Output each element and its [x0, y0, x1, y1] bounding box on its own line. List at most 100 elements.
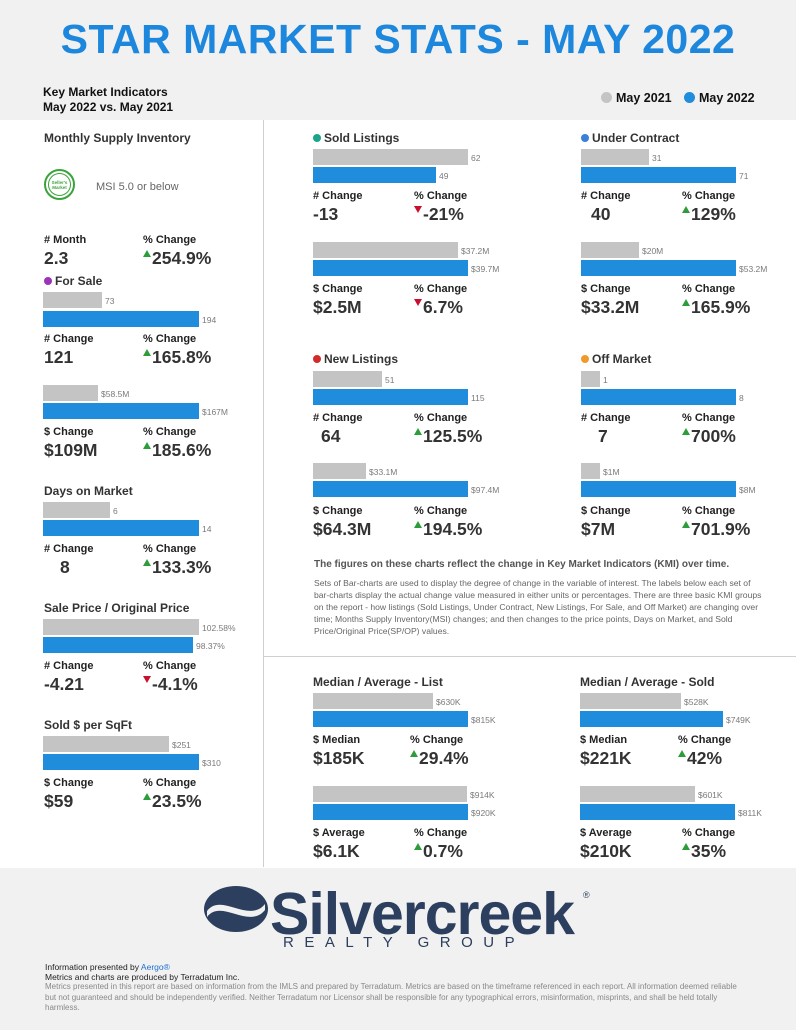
- sold-dollar-pct-change: 6.7%: [414, 297, 463, 318]
- msi-month-value: 2.3: [44, 248, 69, 268]
- up-arrow-icon: [143, 442, 151, 449]
- msi-pct-change: 254.9%: [143, 248, 211, 269]
- sold-dollar-bar-curr: [313, 260, 468, 276]
- sold-num-value: -13: [313, 204, 339, 224]
- uc-pct-change: 129%: [682, 204, 736, 225]
- new-listings-title-text: New Listings: [324, 352, 399, 366]
- median-sold-title: Median / Average - Sold: [580, 675, 715, 689]
- ml-med-bar-curr: [313, 711, 468, 727]
- off-dollar-bar-prev: [581, 463, 600, 479]
- uc-dollar-bar-curr: [581, 260, 736, 276]
- msi-badge-text: MSI 5.0 or below: [96, 181, 179, 193]
- aergo-link[interactable]: Aergo®: [140, 962, 170, 972]
- new-pct-change: 125.5%: [414, 426, 482, 447]
- ml-med-bar-prev: [313, 693, 433, 709]
- logo-registered-mark: ®: [583, 890, 590, 900]
- for-sale-dollar-label-prev: $58.5M: [101, 389, 130, 399]
- ms-avg-bar-prev: [580, 786, 695, 802]
- msi-title: Monthly Supply Inventory: [44, 131, 191, 145]
- up-arrow-icon: [414, 843, 422, 850]
- uc-dollar-pct-value: 165.9%: [691, 297, 751, 317]
- off-dollar-pct-value: 701.9%: [691, 519, 751, 539]
- dom-num-value: 8: [60, 557, 70, 577]
- sold-count-label-prev: 62: [471, 153, 481, 163]
- sqft-num-label: $ Change: [44, 777, 94, 789]
- legend-prev: May 2021: [601, 91, 672, 105]
- presented-by: Information presented by Aergo®: [45, 962, 170, 972]
- off-num-label: # Change: [581, 412, 631, 424]
- ml-med-value: $185K: [313, 748, 365, 768]
- dom-num-label: # Change: [44, 543, 94, 555]
- kmi-line-2: May 2022 vs. May 2021: [43, 100, 174, 114]
- sp-op-pct-label: % Change: [143, 660, 197, 672]
- sqft-label-curr: $310: [202, 758, 221, 768]
- badge-line-1: Seller's: [51, 179, 68, 185]
- ms-avg-value: $210K: [580, 841, 632, 861]
- ms-avg-pct-change: 35%: [682, 841, 726, 862]
- dom-title: Days on Market: [44, 484, 133, 498]
- sold-dollar-bar-prev: [313, 242, 458, 258]
- sold-dollar-label-prev: $37.2M: [461, 246, 490, 256]
- off-count-bar-curr: [581, 389, 736, 405]
- uc-count-label-curr: 71: [739, 171, 749, 181]
- new-num-label: # Change: [313, 412, 363, 424]
- msi-pct-label: % Change: [143, 234, 197, 246]
- dom-bar-prev: [43, 502, 110, 518]
- sellers-market-badge-icon: Seller's Market: [44, 169, 75, 200]
- ms-med-pct-change: 42%: [678, 748, 722, 769]
- sqft-num-value: $59: [44, 791, 74, 811]
- sold-listings-dot-icon: [313, 134, 321, 142]
- new-count-label-curr: 115: [471, 393, 485, 403]
- off-count-label-curr: 8: [739, 393, 744, 403]
- new-listings-title: New Listings: [313, 352, 398, 366]
- for-sale-pct-change: 165.8%: [143, 347, 211, 368]
- off-dollar-pct-change: 701.9%: [682, 519, 750, 540]
- dom-bar-curr: [43, 520, 199, 536]
- logo-wordmark: Silvercreek: [270, 881, 575, 947]
- sold-dollar-value: $2.5M: [313, 297, 362, 317]
- for-sale-dot-icon: [44, 277, 52, 285]
- legend-curr-label: May 2022: [699, 91, 755, 105]
- for-sale-dollar-pct-change: 185.6%: [143, 440, 211, 461]
- ms-med-label: $ Median: [580, 734, 628, 746]
- off-dollar-value: $7M: [581, 519, 616, 539]
- ml-avg-label: $ Average: [313, 827, 365, 839]
- down-arrow-icon: [414, 299, 422, 306]
- sold-num-label: # Change: [313, 190, 363, 202]
- up-arrow-icon: [143, 793, 151, 800]
- off-num-value: 7: [598, 426, 608, 446]
- legend-curr: May 2022: [684, 91, 755, 105]
- uc-dollar-label-prev: $20M: [642, 246, 664, 256]
- page-title: STAR MARKET STATS - MAY 2022: [60, 16, 736, 62]
- sold-pct-change: -21%: [414, 204, 464, 225]
- ms-med-label-curr: $749K: [726, 715, 751, 725]
- silvercreek-logo-icon: [204, 886, 268, 932]
- msi-month-label: # Month: [44, 234, 87, 246]
- new-pct-value: 125.5%: [423, 426, 483, 446]
- sp-op-pct-value: -4.1%: [152, 674, 198, 694]
- new-dollar-pct-value: 194.5%: [423, 519, 483, 539]
- sp-op-title: Sale Price / Original Price: [44, 601, 190, 615]
- legend-curr-dot-icon: [684, 92, 695, 103]
- sp-op-num-label: # Change: [44, 660, 94, 672]
- logo-subtitle: REALTY GROUP: [283, 934, 526, 951]
- for-sale-num-value: 121: [44, 347, 74, 367]
- uc-dollar-bar-prev: [581, 242, 639, 258]
- uc-dollar-label-curr: $53.2M: [739, 264, 768, 274]
- sp-op-label-curr: 98.37%: [196, 641, 225, 651]
- ms-avg-label: $ Average: [580, 827, 632, 839]
- for-sale-count-bar-curr: [43, 311, 199, 327]
- uc-num-label: # Change: [581, 190, 631, 202]
- new-dollar-value: $64.3M: [313, 519, 372, 539]
- uc-num-value: 40: [591, 204, 611, 224]
- sqft-title: Sold $ per SqFt: [44, 718, 133, 732]
- sqft-pct-change: 23.5%: [143, 791, 202, 812]
- sold-listings-title: Sold Listings: [313, 131, 399, 145]
- off-count-label-prev: 1: [603, 375, 608, 385]
- for-sale-dollar-pct-value: 185.6%: [152, 440, 212, 460]
- sold-dollar-label: $ Change: [313, 283, 363, 295]
- off-dollar-label-curr: $8M: [739, 485, 756, 495]
- dom-pct-label: % Change: [143, 543, 197, 555]
- sold-dollar-label-curr: $39.7M: [471, 264, 500, 274]
- up-arrow-icon: [678, 750, 686, 757]
